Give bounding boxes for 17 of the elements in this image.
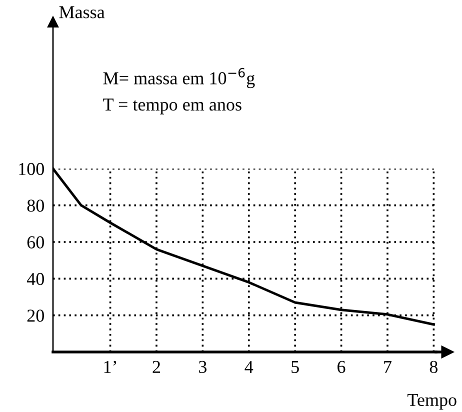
y-tick-label: 40: [26, 272, 44, 286]
x-axis-title: Tempo: [408, 394, 456, 410]
x-tick-label: 8: [430, 360, 438, 374]
y-tick-label: 100: [19, 162, 44, 176]
x-tick-label: 7: [384, 361, 392, 373]
annotation: T = tempo em anos: [103, 98, 242, 114]
x-tick-label: 3: [199, 360, 206, 374]
x-tick-label: 4: [244, 360, 254, 373]
y-axis-title: Massa: [59, 6, 105, 18]
annotation: M= massa em 10$^{−6}$g: [103, 68, 255, 88]
y-tick-label: 60: [27, 236, 44, 248]
x-tick-label: 1’: [104, 360, 116, 373]
x-tick-label: 5: [292, 361, 299, 374]
x-tick-label: 6: [338, 360, 346, 374]
y-tick-label: 80: [27, 200, 44, 212]
y-tick-label: 20: [27, 310, 44, 322]
x-tick-label: 2: [152, 360, 160, 373]
